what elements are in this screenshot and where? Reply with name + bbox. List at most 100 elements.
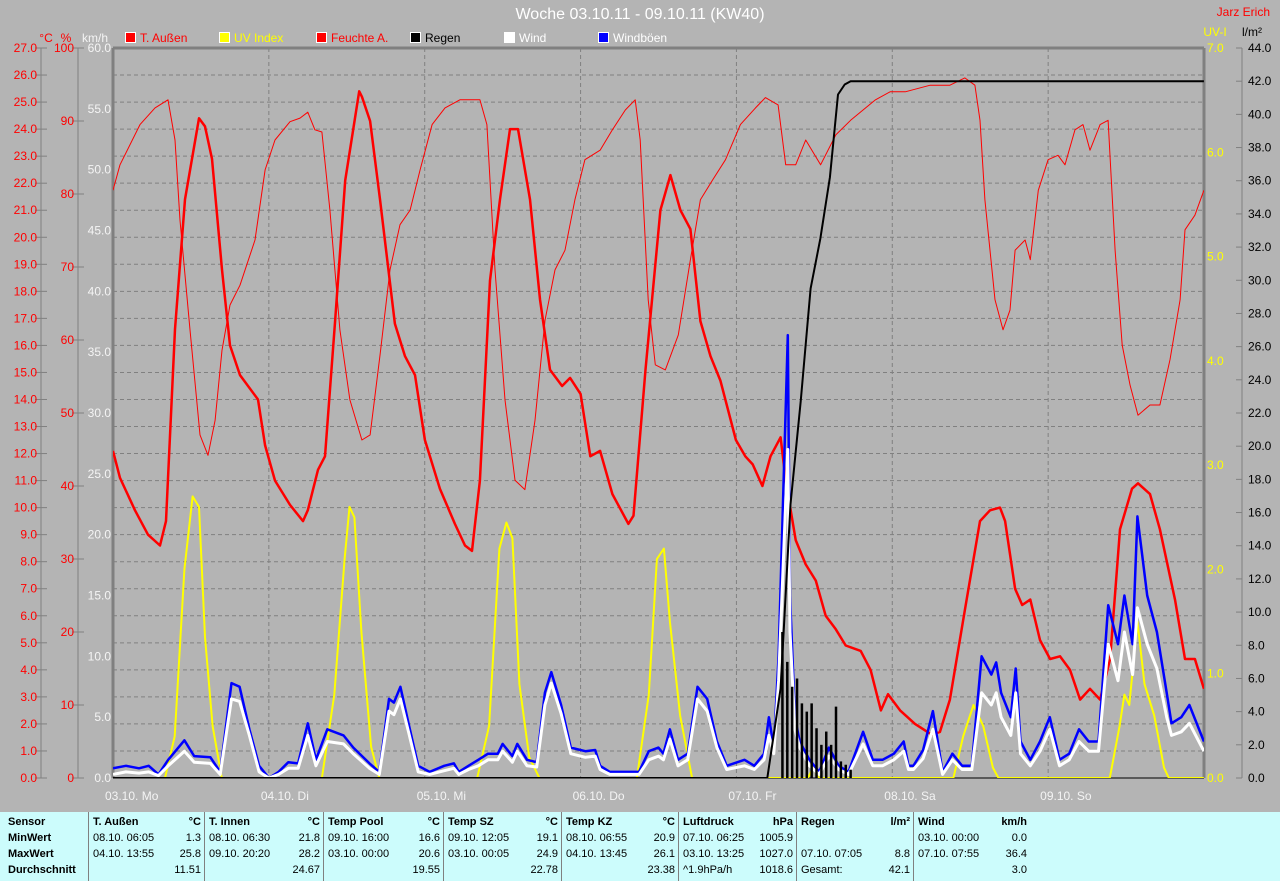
row-label: Durchschnitt bbox=[8, 864, 76, 876]
stats-min: 21.8 bbox=[298, 832, 320, 844]
stats-min-time: 08.10. 06:30 bbox=[209, 832, 271, 844]
wind-tick-label: 60.0 bbox=[88, 41, 112, 55]
stats-unit: °C bbox=[545, 816, 558, 828]
rain-tick-label: 38.0 bbox=[1248, 141, 1272, 155]
temp-tick-label: 21.0 bbox=[14, 203, 38, 217]
legend-label: UV Index bbox=[234, 31, 284, 45]
stats-max: 28.2 bbox=[298, 848, 320, 860]
statistics-table: Sensor MinWert MaxWert Durchschnitt T. A… bbox=[0, 812, 1280, 881]
stats-avg: 22.78 bbox=[530, 864, 558, 876]
hum-tick-label: 50 bbox=[61, 406, 75, 420]
hum-tick-label: 80 bbox=[61, 187, 75, 201]
column-separator bbox=[88, 812, 89, 881]
hum-tick-label: 10 bbox=[61, 698, 75, 712]
rain-tick-label: 24.0 bbox=[1248, 373, 1272, 387]
wind-tick-label: 15.0 bbox=[88, 589, 112, 603]
rain-tick-label: 4.0 bbox=[1248, 705, 1265, 719]
rain-tick-label: 34.0 bbox=[1248, 207, 1272, 221]
legend-swatch bbox=[598, 32, 609, 43]
stats-avg: 24.67 bbox=[292, 864, 320, 876]
series-line-wind bbox=[113, 448, 1204, 778]
temp-tick-label: 3.0 bbox=[20, 690, 37, 704]
hum-tick-label: 0 bbox=[67, 771, 74, 785]
stats-name: T. Außen bbox=[93, 816, 139, 828]
rain-tick-label: 32.0 bbox=[1248, 240, 1272, 254]
stats-max: 36.4 bbox=[1005, 848, 1027, 860]
stats-name: Wind bbox=[918, 816, 945, 828]
wind-tick-label: 5.0 bbox=[94, 710, 111, 724]
temp-tick-label: 14.0 bbox=[14, 392, 38, 406]
uv-tick-label: 2.0 bbox=[1207, 562, 1224, 576]
column-separator bbox=[323, 812, 324, 881]
temp-tick-label: 17.0 bbox=[14, 311, 38, 325]
legend-swatch bbox=[410, 32, 421, 43]
series-line-feuchte-a- bbox=[113, 77, 1204, 491]
temp-tick-label: 22.0 bbox=[14, 176, 38, 190]
row-labels: Sensor MinWert MaxWert Durchschnitt bbox=[8, 812, 86, 881]
rain-tick-label: 12.0 bbox=[1248, 572, 1272, 586]
legend-label: T. Außen bbox=[140, 31, 188, 45]
wind-tick-label: 0.0 bbox=[94, 771, 111, 785]
temp-tick-label: 25.0 bbox=[14, 95, 38, 109]
legend-swatch bbox=[316, 32, 327, 43]
column-separator bbox=[561, 812, 562, 881]
x-tick-label: 04.10. Di bbox=[261, 789, 309, 803]
column-separator bbox=[796, 812, 797, 881]
temp-tick-label: 27.0 bbox=[14, 41, 38, 55]
rain-tick-label: 26.0 bbox=[1248, 340, 1272, 354]
wind-axis-unit: km/h bbox=[82, 31, 108, 45]
legend-uv-index: UV Index bbox=[219, 31, 283, 45]
legend-regen: Regen bbox=[410, 31, 460, 45]
stats-min-time: 09.10. 12:05 bbox=[448, 832, 510, 844]
stats-unit: hPa bbox=[772, 816, 793, 828]
rain-tick-label: 22.0 bbox=[1248, 406, 1272, 420]
hum-tick-label: 90 bbox=[61, 114, 75, 128]
rain-tick-label: 20.0 bbox=[1248, 439, 1272, 453]
legend-t-aussen: T. Außen bbox=[125, 31, 187, 45]
legend-swatch bbox=[219, 32, 230, 43]
wind-tick-label: 25.0 bbox=[88, 467, 112, 481]
stats-avg-label: Gesamt: bbox=[801, 864, 843, 876]
stats-column: Wind km/h 03.10. 00:00 0.0 07.10. 07:55 36.4 3… bbox=[918, 812, 1027, 881]
temp-tick-label: 4.0 bbox=[20, 663, 37, 677]
hum-axis-unit: % bbox=[61, 31, 72, 45]
wind-tick-label: 40.0 bbox=[88, 284, 112, 298]
wind-tick-label: 45.0 bbox=[88, 224, 112, 238]
rain-tick-label: 16.0 bbox=[1248, 506, 1272, 520]
legend-swatch bbox=[504, 32, 515, 43]
row-label: MinWert bbox=[8, 832, 52, 844]
stats-min: 0.0 bbox=[1011, 832, 1027, 844]
temp-tick-label: 16.0 bbox=[14, 338, 38, 352]
hum-tick-label: 20 bbox=[61, 625, 75, 639]
x-tick-label: 08.10. Sa bbox=[884, 789, 936, 803]
temp-tick-label: 5.0 bbox=[20, 636, 37, 650]
stats-column: Luftdruck hPa 07.10. 06:25 1005.9 03.10. 13:… bbox=[683, 812, 793, 881]
stats-min-time: 07.10. 06:25 bbox=[683, 832, 745, 844]
row-label: Sensor bbox=[8, 816, 46, 828]
temp-tick-label: 13.0 bbox=[14, 420, 38, 434]
hum-tick-label: 40 bbox=[61, 479, 75, 493]
stats-max-time: 03.10. 13:25 bbox=[683, 848, 745, 860]
x-tick-label: 05.10. Mi bbox=[417, 789, 466, 803]
stats-min: 1005.9 bbox=[759, 832, 793, 844]
column-separator bbox=[678, 812, 679, 881]
stats-min-time: 08.10. 06:05 bbox=[93, 832, 155, 844]
hum-tick-label: 100 bbox=[54, 41, 74, 55]
temp-tick-label: 23.0 bbox=[14, 149, 38, 163]
stats-avg: 1018.6 bbox=[759, 864, 793, 876]
legend-wind: Wind bbox=[504, 31, 546, 45]
stats-avg-label: ^1.9hPa/h bbox=[683, 864, 733, 876]
uv-tick-label: 6.0 bbox=[1207, 145, 1224, 159]
series-line-uv-index bbox=[113, 495, 1204, 778]
x-tick-label: 06.10. Do bbox=[573, 789, 625, 803]
wind-tick-label: 20.0 bbox=[88, 528, 112, 542]
temp-axis-unit: °C bbox=[39, 31, 53, 45]
legend-windboeen: Windböen bbox=[598, 31, 667, 45]
stats-min-time: 09.10. 16:00 bbox=[328, 832, 390, 844]
rain-tick-label: 18.0 bbox=[1248, 472, 1272, 486]
temp-tick-label: 6.0 bbox=[20, 609, 37, 623]
plot-area bbox=[113, 48, 1204, 778]
rain-tick-label: 2.0 bbox=[1248, 738, 1265, 752]
temp-tick-label: 2.0 bbox=[20, 717, 37, 731]
uv-axis-unit: UV-I bbox=[1203, 25, 1226, 39]
